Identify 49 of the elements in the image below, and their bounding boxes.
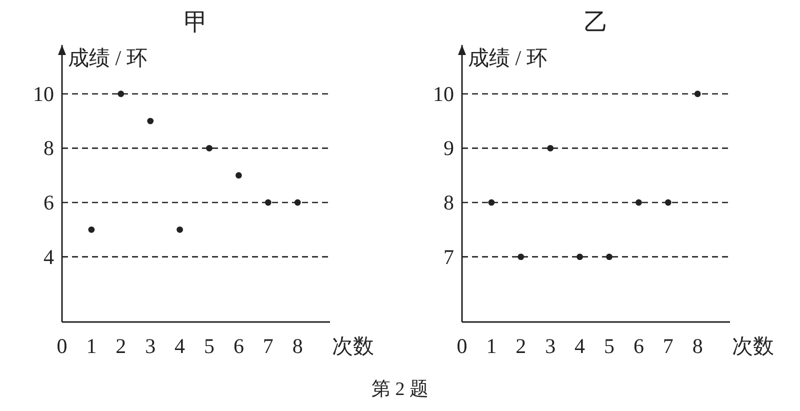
- point: [88, 226, 95, 233]
- x-tick-label: 3: [145, 334, 156, 358]
- point: [176, 226, 183, 233]
- x-tick-label: 5: [204, 334, 215, 358]
- y-tick-label: 8: [444, 190, 454, 215]
- point: [147, 118, 154, 124]
- point: [694, 90, 701, 98]
- text: 第 2 题: [372, 379, 428, 400]
- point: [664, 199, 672, 206]
- point: [636, 199, 642, 206]
- point: [118, 90, 124, 98]
- x-tick-label: 5: [604, 334, 615, 358]
- x-tick-label: 3: [545, 334, 556, 358]
- x-tick-label: 2: [516, 334, 526, 358]
- x-tick-label: 8: [692, 334, 703, 358]
- y-axis-title: 成绩 / 环: [468, 46, 548, 70]
- y-axis-title: 成绩 / 环: [68, 46, 148, 70]
- point: [576, 254, 583, 260]
- y-tick-label: 6: [44, 190, 54, 215]
- point: [518, 254, 524, 260]
- chart-title: 乙: [584, 10, 608, 36]
- y-tick-label: 9: [444, 136, 454, 160]
- point: [488, 199, 495, 206]
- y-tick-label: 10: [433, 82, 454, 106]
- x-tick-label: 4: [174, 334, 186, 358]
- point: [264, 199, 272, 206]
- x-tick-label: 6: [233, 334, 244, 358]
- x-tick-label: 6: [633, 334, 644, 358]
- y-tick-label: 8: [44, 136, 54, 160]
- x-tick-label: 7: [262, 334, 274, 358]
- y-tick-label: 10: [33, 82, 54, 106]
- y-tick-label: 7: [444, 244, 454, 269]
- x-tick-label: 0: [56, 334, 68, 358]
- y-tick-label: 4: [44, 244, 54, 269]
- x-tick-label: 2: [116, 334, 126, 358]
- chart-title: 甲: [184, 10, 208, 36]
- x-tick-label: 0: [456, 334, 468, 358]
- point: [236, 172, 242, 179]
- point: [206, 144, 212, 152]
- point: [294, 199, 301, 206]
- x-axis-title: 次数: [732, 334, 774, 358]
- point: [606, 254, 612, 260]
- x-tick-label: 1: [86, 334, 97, 358]
- x-tick-label: 4: [574, 334, 586, 358]
- x-tick-label: 7: [662, 334, 674, 358]
- x-tick-label: 1: [486, 334, 497, 358]
- x-axis-title: 次数: [332, 334, 374, 358]
- point: [547, 144, 554, 152]
- x-tick-label: 8: [292, 334, 303, 358]
